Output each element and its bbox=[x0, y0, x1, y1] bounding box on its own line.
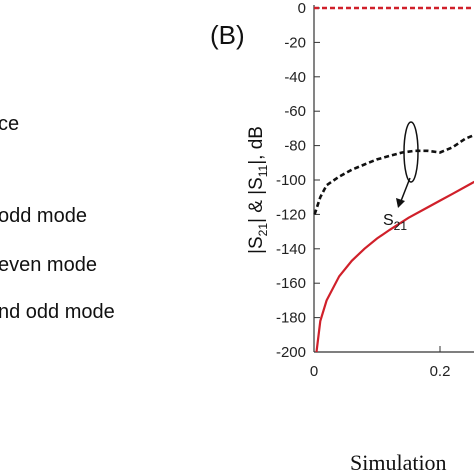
y-tick-label: -160 bbox=[276, 275, 306, 292]
y-tick-label: 0 bbox=[298, 0, 306, 17]
legend-fragment-1: ce bbox=[0, 113, 19, 135]
series-line-1 bbox=[315, 180, 474, 353]
panel-label: (B) bbox=[210, 20, 245, 50]
y-tick-label: -100 bbox=[276, 172, 306, 189]
s21-annotation: S21 bbox=[383, 121, 419, 233]
y-tick-label: -180 bbox=[276, 310, 306, 327]
x-tick-label: 0 bbox=[310, 363, 318, 380]
legend-fragment-2: odd mode bbox=[0, 205, 87, 227]
annotation-label: S21 bbox=[383, 212, 407, 233]
legend-fragment-4: nd odd mode bbox=[0, 301, 115, 323]
y-tick-label: -40 bbox=[284, 69, 306, 86]
bottom-title: Simulation bbox=[350, 450, 447, 474]
annotation-ellipse bbox=[403, 121, 419, 183]
y-tick-label: -20 bbox=[284, 34, 306, 51]
annotation-arrow-head bbox=[396, 198, 405, 208]
x-tick-label: 0.2 bbox=[430, 363, 451, 380]
y-tick-label: -60 bbox=[284, 103, 306, 120]
plot-area bbox=[313, 5, 474, 353]
y-axis-label: |S21| & |S11|, dB bbox=[246, 126, 270, 254]
y-tick-label: -200 bbox=[276, 344, 306, 361]
y-tick-label: -80 bbox=[284, 138, 306, 155]
series-line-2 bbox=[313, 133, 474, 215]
y-tick-label: -120 bbox=[276, 206, 306, 223]
x-ticks: 00.20.4 bbox=[310, 346, 451, 380]
legend-fragment-3: even mode bbox=[0, 254, 97, 276]
y-tick-label: -140 bbox=[276, 241, 306, 258]
series-group bbox=[313, 6, 474, 353]
y-ticks: 0 -20 -40 -60 -80 -100 -120 -140 -160 -180 -200 bbox=[276, 0, 320, 361]
annotation-arrow-line bbox=[400, 177, 411, 202]
